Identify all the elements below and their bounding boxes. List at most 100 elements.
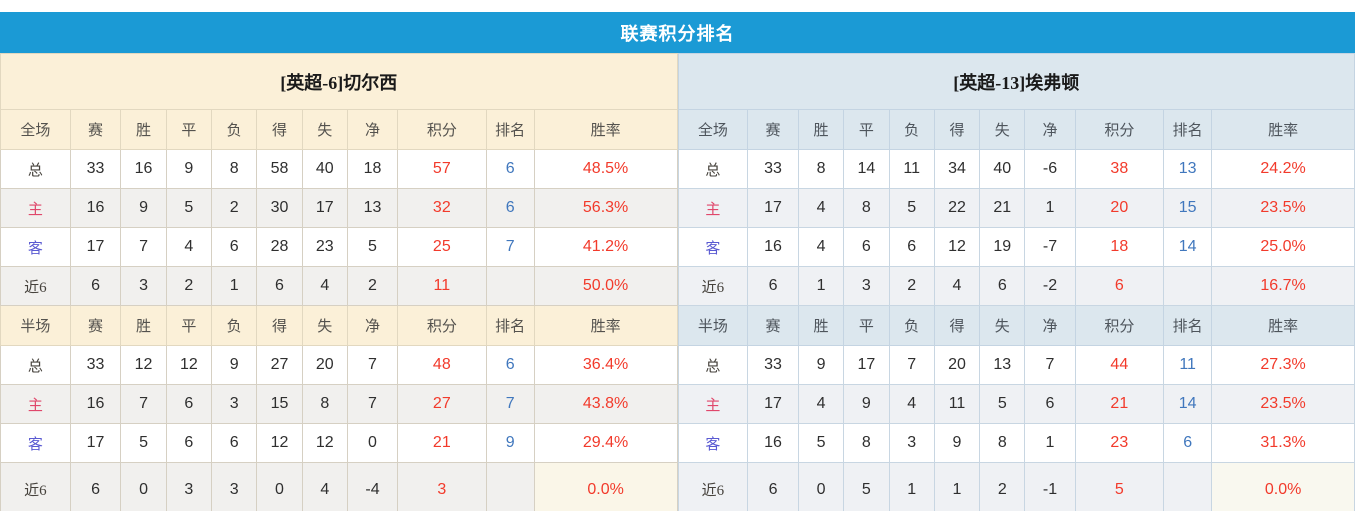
stat-cell: 20: [933, 345, 981, 385]
rank-cell: [1163, 266, 1213, 306]
column-header-cell: 平: [165, 305, 213, 346]
column-header-cell: 负: [888, 305, 935, 346]
stat-cell: 18: [346, 149, 399, 189]
stat-cell: 1: [1024, 423, 1076, 463]
stat-cell: 0: [346, 423, 399, 463]
stat-cell: 4: [165, 227, 213, 267]
stat-cell: 4: [301, 266, 348, 306]
stat-cell: 17: [747, 188, 799, 228]
column-header-cell: 负: [888, 109, 935, 150]
stat-cell: -2: [1024, 266, 1076, 306]
stats-row: 近6 6 1 3 2 4 6 -2 6 16.7%: [677, 266, 1355, 306]
column-header-cell: 失: [979, 305, 1026, 346]
winrate-cell: 41.2%: [533, 227, 678, 267]
stat-cell: -6: [1024, 149, 1076, 189]
team-name-row: [英超-13]埃弗顿: [677, 53, 1355, 110]
column-header-cell: 赛: [747, 305, 799, 346]
stat-cell: 1: [797, 266, 845, 306]
stat-cell: 34: [933, 149, 981, 189]
team-name: [英超-13]埃弗顿: [677, 53, 1355, 110]
stats-row: 总 33 9 17 7 20 13 7 44 11 27.3%: [677, 345, 1355, 385]
row-label: 总: [677, 149, 749, 189]
stat-cell: 33: [747, 345, 799, 385]
stat-cell: 8: [843, 188, 890, 228]
stat-cell: 9: [165, 149, 213, 189]
column-header-cell: 赛: [69, 109, 122, 150]
stat-cell: 3: [211, 384, 258, 424]
stat-cell: 4: [797, 188, 845, 228]
stat-cell: 12: [256, 423, 303, 463]
row-label: 客: [677, 423, 749, 463]
stat-cell: 6: [747, 462, 799, 511]
winrate-cell: 0.0%: [533, 462, 678, 511]
stat-cell: 13: [346, 188, 399, 228]
stat-cell: 23: [301, 227, 348, 267]
winrate-cell: 23.5%: [1211, 188, 1355, 228]
stat-cell: 11: [933, 384, 981, 424]
column-header-cell: 净: [1024, 109, 1076, 150]
row-label: 客: [0, 227, 71, 267]
scope-header-cell: 全场: [677, 109, 749, 150]
row-label: 近6: [0, 266, 71, 306]
rank-cell: 13: [1163, 149, 1213, 189]
column-header-cell: 失: [301, 305, 348, 346]
stat-cell: 5: [120, 423, 167, 463]
stats-row: 客 16 4 6 6 12 19 -7 18 14 25.0%: [677, 227, 1355, 267]
row-label: 总: [0, 345, 71, 385]
column-header-cell: 胜: [120, 109, 167, 150]
stat-cell: 7: [346, 345, 399, 385]
row-label: 近6: [677, 462, 749, 511]
stat-cell: 8: [797, 149, 845, 189]
stat-cell: -4: [346, 462, 399, 511]
column-header-cell: 胜率: [533, 109, 678, 150]
stat-cell: 6: [211, 227, 258, 267]
stat-cell: 5: [888, 188, 935, 228]
stat-cell: 33: [69, 149, 122, 189]
rank-cell: 15: [1163, 188, 1213, 228]
column-header-cell: 积分: [397, 305, 487, 346]
stat-cell: 9: [211, 345, 258, 385]
stat-cell: 13: [979, 345, 1026, 385]
row-label: 客: [677, 227, 749, 267]
stat-cell: 4: [797, 384, 845, 424]
team-name: [英超-6]切尔西: [0, 53, 678, 110]
stat-cell: 16: [69, 188, 122, 228]
column-header-cell: 胜: [797, 109, 845, 150]
column-header-cell: 平: [843, 305, 890, 346]
stats-row: 主 17 4 9 4 11 5 6 21 14 23.5%: [677, 384, 1355, 424]
points-cell: 11: [397, 266, 487, 306]
stats-row: 总 33 12 12 9 27 20 7 48 6 36.4%: [0, 345, 678, 385]
stat-cell: 3: [843, 266, 890, 306]
row-label: 主: [677, 188, 749, 228]
column-header-cell: 净: [1024, 305, 1076, 346]
stat-cell: 4: [888, 384, 935, 424]
stat-cell: 33: [747, 149, 799, 189]
stats-row: 主 16 7 6 3 15 8 7 27 7 43.8%: [0, 384, 678, 424]
stat-cell: 2: [165, 266, 213, 306]
stats-row: 客 17 5 6 6 12 12 0 21 9 29.4%: [0, 423, 678, 463]
stat-cell: 6: [69, 462, 122, 511]
stat-cell: 3: [211, 462, 258, 511]
rank-cell: 14: [1163, 384, 1213, 424]
stat-cell: 4: [797, 227, 845, 267]
rank-cell: 6: [485, 345, 535, 385]
column-header-cell: 积分: [1074, 305, 1165, 346]
stat-cell: 20: [301, 345, 348, 385]
stat-cell: 7: [888, 345, 935, 385]
stat-cell: 7: [120, 227, 167, 267]
stat-cell: 19: [979, 227, 1026, 267]
stat-cell: 1: [1024, 188, 1076, 228]
scope-header-cell: 全场: [0, 109, 71, 150]
stat-cell: 40: [301, 149, 348, 189]
scope-header-cell: 半场: [0, 305, 71, 346]
stat-cell: 30: [256, 188, 303, 228]
stat-cell: 17: [69, 227, 122, 267]
column-header-cell: 得: [256, 305, 303, 346]
winrate-cell: 29.4%: [533, 423, 678, 463]
points-cell: 27: [397, 384, 487, 424]
stat-cell: 8: [211, 149, 258, 189]
column-header-cell: 平: [165, 109, 213, 150]
column-header-cell: 排名: [485, 109, 535, 150]
stat-cell: 8: [843, 423, 890, 463]
